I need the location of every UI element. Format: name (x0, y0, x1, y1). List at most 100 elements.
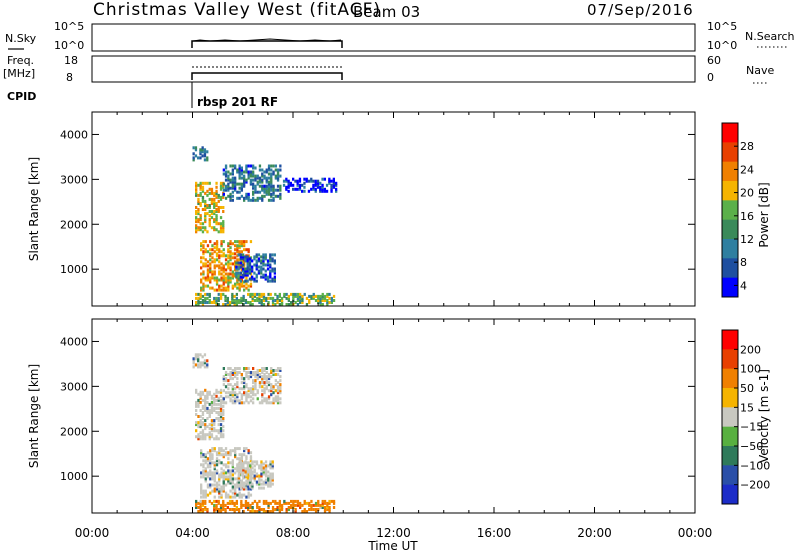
data-cell (215, 210, 218, 213)
data-cell (224, 475, 228, 479)
data-cell (224, 278, 228, 282)
data-cell (253, 299, 257, 302)
data-cell (200, 489, 203, 493)
data-cell (240, 499, 243, 503)
data-cell (231, 180, 234, 184)
data-cell (252, 184, 255, 188)
data-cell (219, 296, 223, 300)
data-cell (270, 184, 273, 188)
data-cell (249, 472, 252, 476)
data-cell (251, 470, 254, 474)
data-cell (224, 294, 227, 298)
data-cell (285, 510, 288, 513)
data-cell (262, 510, 266, 513)
data-cell (270, 192, 273, 196)
data-cell (253, 510, 257, 513)
data-cell (224, 288, 228, 292)
data-cell (258, 373, 262, 376)
data-cell (209, 465, 212, 469)
data-cell (206, 390, 209, 394)
data-cell (195, 212, 198, 216)
data-cell (292, 503, 295, 507)
data-cell (195, 191, 198, 195)
data-cell (215, 481, 219, 485)
data-cell (240, 393, 243, 397)
data-cell (229, 469, 232, 473)
data-cell (229, 449, 232, 453)
data-cell (202, 270, 205, 274)
data-cell (243, 393, 246, 397)
data-cell (264, 466, 268, 470)
data-cell (227, 272, 230, 276)
data-cell (234, 471, 237, 475)
data-cell (308, 299, 311, 302)
data-cell (240, 194, 243, 198)
data-cell (236, 246, 239, 250)
data-cell (222, 397, 225, 401)
data-cell (260, 464, 263, 468)
data-cell (231, 499, 234, 503)
data-cell (219, 185, 223, 189)
data-cell (213, 489, 216, 493)
data-cell (243, 184, 246, 188)
data-cell (247, 192, 250, 196)
data-cell (328, 506, 331, 509)
data-cell (265, 168, 268, 172)
data-cell (299, 506, 302, 509)
data-cell (215, 489, 219, 493)
data-cell (209, 477, 212, 481)
data-cell (262, 501, 266, 505)
data-cell (227, 178, 230, 182)
data-cell (253, 257, 256, 261)
data-cell (252, 389, 255, 393)
data-cell (270, 369, 273, 372)
data-cell (235, 499, 238, 503)
data-cell (274, 194, 277, 198)
data-cell (258, 180, 262, 184)
data-cell (213, 197, 216, 201)
data-cell (213, 447, 216, 451)
data-cell (222, 501, 225, 505)
data-cell (202, 246, 205, 250)
data-cell (266, 259, 270, 263)
data-cell (231, 256, 234, 260)
data-cell (240, 493, 243, 497)
data-cell (224, 262, 228, 266)
data-cell (262, 482, 265, 486)
data-cell (244, 259, 247, 263)
data-cell (248, 263, 252, 267)
data-cell (236, 367, 239, 370)
data-cell (267, 395, 271, 399)
data-cell (199, 394, 202, 398)
data-cell (213, 246, 216, 250)
data-cell (222, 473, 225, 477)
data-cell (308, 501, 311, 505)
data-cell (252, 367, 255, 370)
data-cell (220, 447, 223, 451)
data-cell (255, 255, 258, 259)
data-cell (228, 508, 232, 511)
data-cell (206, 206, 209, 209)
data-cell (271, 499, 275, 503)
data-cell (278, 303, 281, 306)
data-cell (279, 367, 282, 370)
data-cell (209, 461, 212, 465)
data-cell (247, 375, 250, 379)
data-cell (200, 256, 203, 260)
data-cell (211, 461, 214, 465)
data-cell (224, 254, 228, 258)
data-cell (249, 395, 253, 399)
data-cell (276, 508, 279, 511)
data-cell (231, 270, 234, 274)
data-cell (261, 401, 264, 405)
data-cell (231, 286, 234, 290)
data-cell (246, 478, 250, 482)
data-cell (240, 462, 243, 466)
data-cell (227, 465, 230, 469)
data-cell (242, 267, 245, 271)
data-cell (222, 429, 225, 433)
data-cell (236, 465, 239, 469)
data-cell (249, 459, 253, 463)
data-cell (234, 244, 237, 248)
data-cell (220, 254, 223, 258)
